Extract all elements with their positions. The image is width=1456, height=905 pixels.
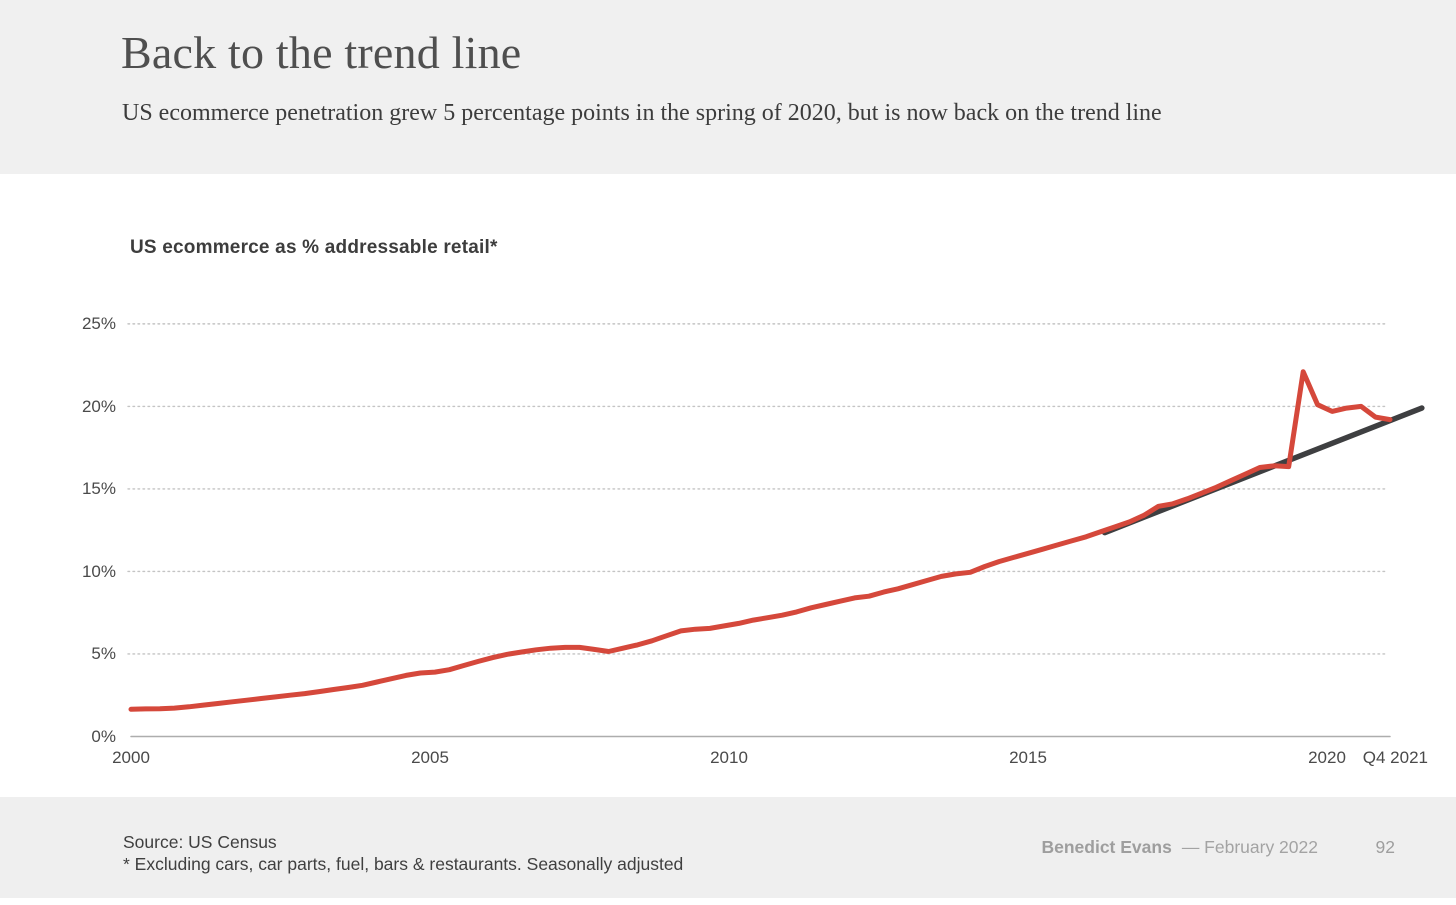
x-tick-label: Q4 2021 <box>1362 748 1428 767</box>
slide-subtitle: US ecommerce penetration grew 5 percenta… <box>122 100 1162 126</box>
y-tick-label: 25% <box>81 314 116 334</box>
author-credit: Benedict Evans — February 2022 <box>1041 837 1318 858</box>
slide-header: Back to the trend line US ecommerce pene… <box>0 0 1456 174</box>
author-name: Benedict Evans <box>1041 837 1172 857</box>
y-tick-label: 15% <box>81 479 116 499</box>
y-tick-label: 10% <box>81 561 116 581</box>
x-tick-label: 2020 <box>1308 748 1346 767</box>
y-tick-label: 0% <box>91 727 116 746</box>
x-tick-label: 2000 <box>112 748 150 767</box>
footnote-line: * Excluding cars, car parts, fuel, bars … <box>123 854 684 874</box>
bottom-margin-strip <box>0 898 1456 905</box>
x-tick-label: 2010 <box>710 748 748 767</box>
x-tick-label: 2005 <box>411 748 449 767</box>
chart-title: US ecommerce as % addressable retail* <box>130 237 498 258</box>
ecommerce-line-series <box>128 369 1393 712</box>
slide-footer: Source: US Census * Excluding cars, car … <box>0 797 1456 898</box>
credit-date: — February 2022 <box>1181 837 1318 857</box>
x-tick-label: 2015 <box>1009 748 1047 767</box>
slide-title: Back to the trend line <box>121 27 522 78</box>
trend-line-series <box>1101 405 1425 536</box>
y-tick-label: 5% <box>91 644 116 664</box>
source-line: Source: US Census <box>123 832 277 852</box>
y-tick-label: 20% <box>81 396 116 416</box>
source-note: Source: US Census * Excluding cars, car … <box>123 831 683 875</box>
page-number: 92 <box>1375 837 1395 857</box>
